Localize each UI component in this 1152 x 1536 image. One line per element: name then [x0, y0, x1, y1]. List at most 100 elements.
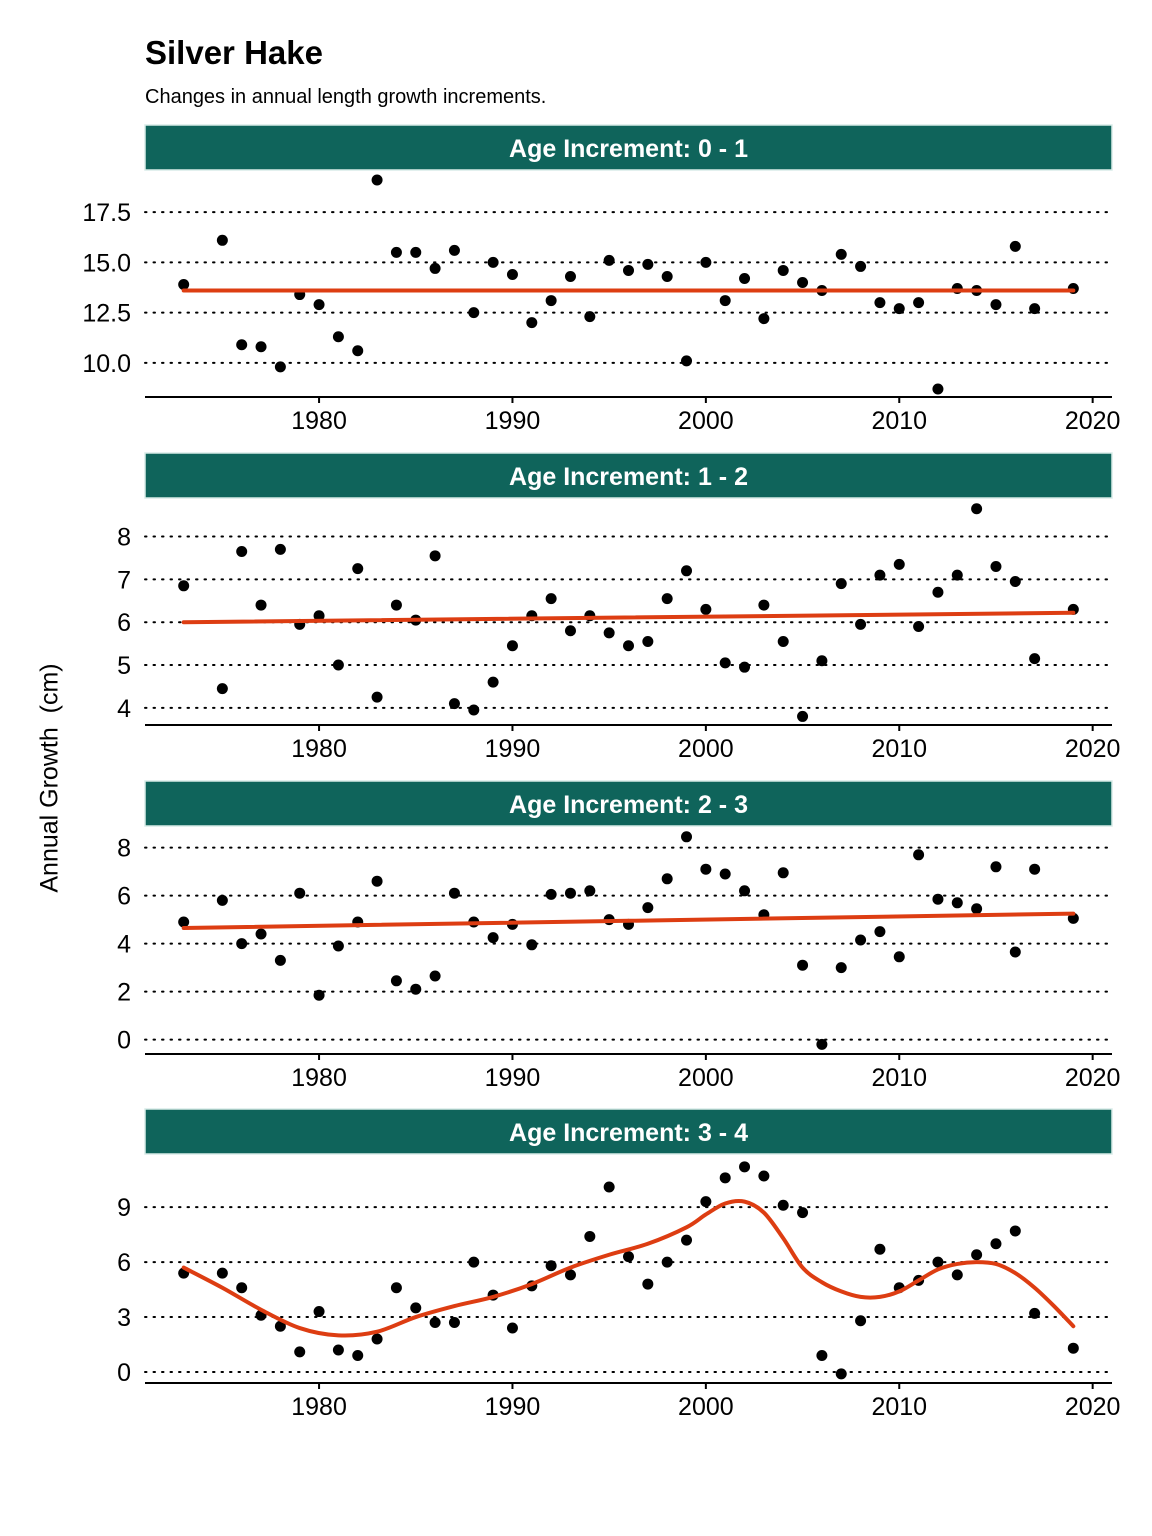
facet-strip	[144, 1108, 1113, 1155]
data-point	[816, 1038, 828, 1050]
x-tick-label: 2000	[678, 735, 734, 763]
data-point	[971, 503, 983, 515]
panel-4: Age Increment: 3 - 4 0 3 6 9 1980 1990 2000 2010…	[117, 1108, 1120, 1421]
data-point	[661, 593, 673, 605]
data-point	[371, 875, 383, 887]
data-point	[487, 256, 499, 268]
data-point	[700, 1196, 712, 1208]
data-point	[1029, 863, 1041, 875]
data-point	[1067, 912, 1079, 924]
data-point	[545, 295, 557, 307]
data-point	[526, 317, 538, 329]
data-point	[274, 543, 286, 555]
data-point	[700, 863, 712, 875]
data-point	[777, 264, 789, 276]
data-point	[681, 831, 693, 843]
data-point	[835, 962, 847, 974]
y-tick-label: 4	[117, 931, 131, 959]
data-point	[893, 303, 905, 315]
data-point	[487, 676, 499, 688]
data-point	[352, 345, 364, 357]
data-point	[1009, 1225, 1021, 1237]
data-point	[642, 902, 654, 914]
data-point	[990, 1238, 1002, 1250]
data-point	[642, 258, 654, 270]
x-tick-label: 1990	[485, 1064, 541, 1092]
data-point	[429, 262, 441, 274]
data-point	[564, 1269, 576, 1281]
data-point	[623, 640, 634, 652]
data-point	[603, 254, 615, 266]
data-point	[506, 268, 518, 280]
data-point	[661, 873, 673, 885]
data-point	[255, 928, 267, 940]
data-point	[739, 272, 751, 284]
facet-strip	[144, 780, 1113, 827]
data-point	[932, 1256, 944, 1268]
data-point	[564, 270, 576, 282]
y-tick-label: 15.0	[82, 249, 131, 277]
y-tick-label: 0	[117, 1359, 131, 1387]
y-tick-label: 7	[117, 566, 131, 594]
chart-subtitle: Changes in annual length growth incremen…	[145, 86, 547, 108]
data-point	[178, 916, 190, 928]
data-point	[681, 565, 693, 577]
x-tick-label: 2010	[871, 407, 927, 435]
data-point	[1067, 1342, 1079, 1354]
data-point	[390, 1282, 402, 1294]
data-point	[913, 297, 925, 309]
data-point	[236, 546, 248, 558]
y-tick-label: 8	[117, 524, 131, 552]
data-point	[352, 563, 364, 575]
data-point	[371, 174, 383, 186]
data-point	[855, 618, 867, 630]
data-point	[932, 383, 944, 395]
panel-3: Age Increment: 2 - 3 0 2 4 6 8 1980 1990 2000 201…	[117, 780, 1120, 1092]
data-point	[932, 586, 944, 598]
data-point	[1009, 576, 1021, 588]
data-point	[681, 1234, 693, 1246]
data-point	[313, 610, 325, 622]
data-point	[526, 939, 538, 951]
y-tick-label: 4	[117, 695, 131, 723]
x-tick-label: 2010	[871, 735, 927, 763]
data-point	[700, 603, 712, 615]
data-point	[216, 894, 228, 906]
data-point	[1009, 946, 1021, 958]
data-point	[700, 256, 712, 268]
data-point	[990, 561, 1002, 573]
data-point	[564, 625, 576, 637]
data-point	[835, 248, 847, 260]
data-point	[468, 307, 480, 319]
data-point	[468, 1256, 480, 1268]
x-tick-label: 1990	[485, 1393, 541, 1421]
x-tick-label: 2020	[1065, 735, 1121, 763]
facet-strip-label: Age Increment: 1 - 2	[509, 463, 748, 491]
data-point	[429, 1317, 441, 1329]
data-point	[777, 1199, 789, 1211]
y-tick-label: 17.5	[82, 199, 131, 227]
y-tick-label: 6	[117, 609, 131, 637]
data-point	[216, 1267, 228, 1279]
x-tick-label: 1990	[485, 407, 541, 435]
data-point	[294, 887, 306, 899]
data-point	[797, 710, 809, 722]
data-point	[951, 569, 963, 581]
data-point	[313, 1306, 325, 1318]
data-point	[390, 599, 402, 611]
y-tick-label: 8	[117, 835, 131, 863]
data-point	[216, 234, 228, 246]
data-point	[236, 1282, 248, 1294]
x-tick-label: 1980	[291, 407, 347, 435]
data-point	[564, 887, 576, 899]
x-tick-label: 1980	[291, 1393, 347, 1421]
data-point	[874, 569, 886, 581]
facet-strip-label: Age Increment: 3 - 4	[509, 1119, 748, 1147]
data-point	[719, 657, 731, 669]
data-point	[739, 885, 751, 897]
data-point	[623, 1251, 634, 1263]
data-point	[835, 578, 847, 590]
data-point	[893, 558, 905, 570]
data-point	[719, 868, 731, 880]
data-point	[584, 1230, 596, 1242]
